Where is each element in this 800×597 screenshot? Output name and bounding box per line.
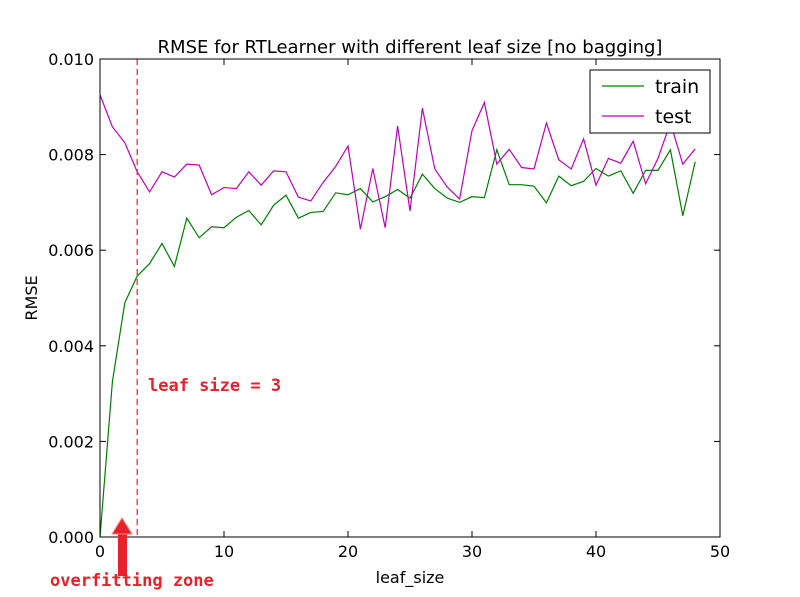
legend: train test (589, 69, 711, 134)
x-tick-label: 10 (214, 542, 234, 561)
x-tick-label: 50 (710, 542, 730, 561)
y-axis-label: RMSE (22, 275, 41, 320)
x-tick-label: 40 (586, 542, 606, 561)
x-axis-label: leaf_size (376, 568, 445, 588)
series-line-test (99, 94, 696, 230)
y-tick-label: 0.006 (48, 241, 94, 260)
x-tick-label: 30 (462, 542, 482, 561)
overfitting-arrow (111, 517, 133, 576)
x-tick-label: 20 (338, 542, 358, 561)
overfitting-zone-label: overfitting zone (50, 571, 214, 591)
leaf-size-annotation: leaf size = 3 (148, 376, 281, 396)
legend-label-train: train (655, 76, 699, 98)
legend-label-test: test (655, 106, 692, 128)
chart-title: RMSE for RTLearner with different leaf s… (158, 37, 663, 58)
y-tick-label: 0.000 (48, 528, 94, 547)
legend-box (589, 69, 711, 134)
y-tick-label: 0.010 (48, 50, 94, 69)
y-tick-label: 0.008 (48, 146, 94, 165)
y-tick-label: 0.002 (48, 432, 94, 451)
x-tick-label: 0 (95, 542, 105, 561)
series-line-train (99, 147, 696, 538)
axis-ticks: 0 10 20 30 40 50 0.000 0.002 0.004 0.006 0.008 0.01… (48, 50, 730, 561)
axes-frame (99, 58, 721, 538)
plot-area (99, 59, 696, 538)
y-tick-label: 0.004 (48, 337, 94, 356)
